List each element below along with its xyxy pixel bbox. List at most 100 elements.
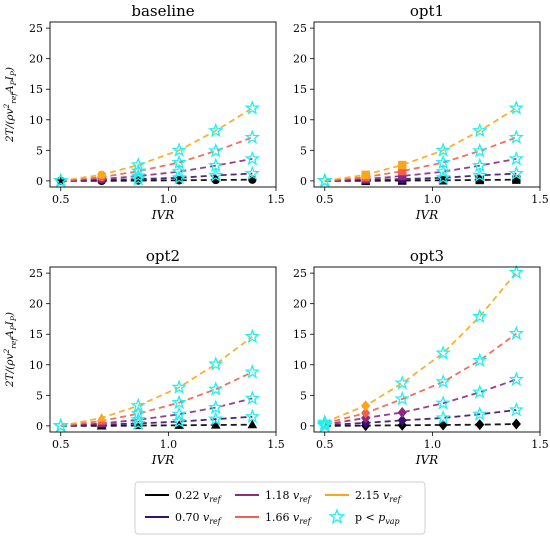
subplot-opt2: opt2 0.5 1.0 1.5 0 5 10 15 20 25 IVR 2T/(ρv2refAPIP…	[2, 247, 285, 467]
data-point	[438, 419, 448, 431]
y-tick-label: 25	[293, 267, 307, 280]
y-tick-label: 20	[29, 298, 43, 311]
x-axis-label: IVR	[415, 453, 438, 467]
cavitation-star-marker	[435, 373, 451, 389]
x-tick-label: 0.5	[316, 193, 334, 206]
y-tick-label: 10	[29, 114, 43, 127]
x-axis-label: IVR	[151, 208, 174, 222]
legend-box	[134, 481, 426, 535]
cavitation-star-marker	[171, 406, 187, 421]
y-tick-label: 0	[300, 175, 307, 188]
cavitation-star-marker	[435, 163, 451, 179]
x-axis-label: IVR	[151, 453, 174, 467]
cavitation-star-marker	[208, 167, 224, 182]
cavitation-star-marker	[472, 308, 488, 324]
cavitation-star-marker	[208, 142, 224, 158]
series-line	[60, 423, 253, 427]
data-point	[361, 407, 371, 419]
subplot-title: opt3	[410, 247, 444, 265]
cavitation-star-marker	[130, 156, 146, 172]
legend-label: 1.66 vref	[265, 511, 313, 526]
legend-label: 2.15 vref	[355, 489, 403, 504]
series-line	[324, 107, 517, 182]
y-tick-label: 15	[29, 328, 43, 341]
data-point	[397, 406, 407, 418]
y-tick-label: 20	[293, 53, 307, 66]
cavitation-star-marker	[394, 390, 410, 406]
cavitation-star-marker	[53, 417, 69, 433]
x-tick-label: 1.0	[424, 193, 442, 206]
cavitation-star-marker	[244, 100, 260, 115]
cavitation-star-marker	[317, 414, 333, 429]
x-tick-label: 0.5	[52, 438, 70, 451]
cavitation-star-marker	[130, 415, 146, 430]
cavitation-star-marker	[435, 395, 451, 410]
subplot-baseline: baseline 0.5 1.0 1.5 0 5 10 15 20 25 IVR 2T/(ρv2ref…	[2, 2, 285, 222]
x-tick-label: 1.5	[267, 438, 285, 451]
subplot-title: baseline	[131, 2, 194, 20]
data-point	[398, 160, 407, 170]
series-line	[324, 158, 517, 182]
cavitation-star-marker	[244, 150, 260, 166]
cavitation-star-marker	[472, 167, 488, 182]
cavitation-star-marker	[244, 364, 260, 379]
y-tick-label: 0	[36, 175, 43, 188]
axes-frame	[313, 21, 541, 188]
cavitation-star-marker	[508, 264, 524, 280]
cavitation-star-marker	[508, 100, 524, 115]
series-line	[324, 423, 517, 427]
x-axis-label: IVR	[415, 208, 438, 222]
data-point	[397, 414, 407, 426]
cavitation-star-marker	[244, 408, 260, 424]
series-line	[324, 178, 517, 182]
cavitation-star-marker	[472, 157, 488, 173]
series-line	[60, 178, 253, 182]
cavitation-star-marker	[171, 163, 187, 179]
cavitation-star-marker	[208, 399, 224, 415]
series-line	[324, 378, 517, 426]
cavitation-star-marker	[171, 379, 187, 394]
data-point	[97, 170, 106, 179]
cavitation-star-marker	[171, 154, 187, 170]
cavitation-star-marker	[508, 129, 524, 145]
series-line	[324, 409, 517, 427]
cavitation-star-marker	[394, 375, 410, 390]
y-tick-label: 15	[293, 328, 307, 341]
subplot-opt3: opt3 0.5 1.0 1.5 0 5 10 15 20 25 IVR	[293, 247, 549, 467]
legend-label: 1.18 vref	[265, 489, 313, 504]
cavitation-star-marker	[472, 142, 488, 158]
cavitation-star-marker	[208, 356, 224, 371]
y-tick-label: 0	[300, 420, 307, 433]
cavitation-star-marker	[435, 345, 451, 360]
data-point	[475, 175, 484, 185]
x-tick-label: 1.5	[531, 193, 549, 206]
y-tick-label: 5	[36, 389, 43, 402]
series-line	[60, 371, 253, 427]
y-tick-label: 20	[29, 53, 43, 66]
cavitation-star-marker	[435, 409, 451, 425]
cavitation-star-marker	[208, 411, 224, 426]
y-tick-label: 5	[300, 144, 307, 157]
cavitation-star-marker	[508, 371, 524, 386]
axes-frame	[313, 266, 541, 433]
y-tick-label: 10	[293, 114, 307, 127]
series-line	[60, 415, 253, 427]
cavitation-star-marker	[171, 142, 187, 157]
x-tick-label: 1.0	[424, 438, 442, 451]
cavitation-star-marker	[472, 384, 488, 399]
cavitation-star-marker	[317, 172, 333, 188]
cavitation-star-marker	[435, 169, 451, 185]
legend-label: p < pvap	[355, 511, 400, 526]
cavitation-star-marker	[435, 142, 451, 157]
data-point	[398, 166, 407, 176]
y-tick-label: 25	[29, 267, 43, 280]
y-tick-label: 25	[29, 22, 43, 35]
cavitation-star-marker	[472, 122, 488, 138]
cavitation-star-marker	[244, 129, 260, 145]
cavitation-star-marker	[171, 169, 187, 185]
cavitation-star-marker	[130, 397, 146, 413]
y-tick-label: 20	[293, 298, 307, 311]
y-tick-label: 5	[36, 144, 43, 157]
series-line	[324, 271, 518, 424]
y-tick-label: 10	[293, 359, 307, 372]
